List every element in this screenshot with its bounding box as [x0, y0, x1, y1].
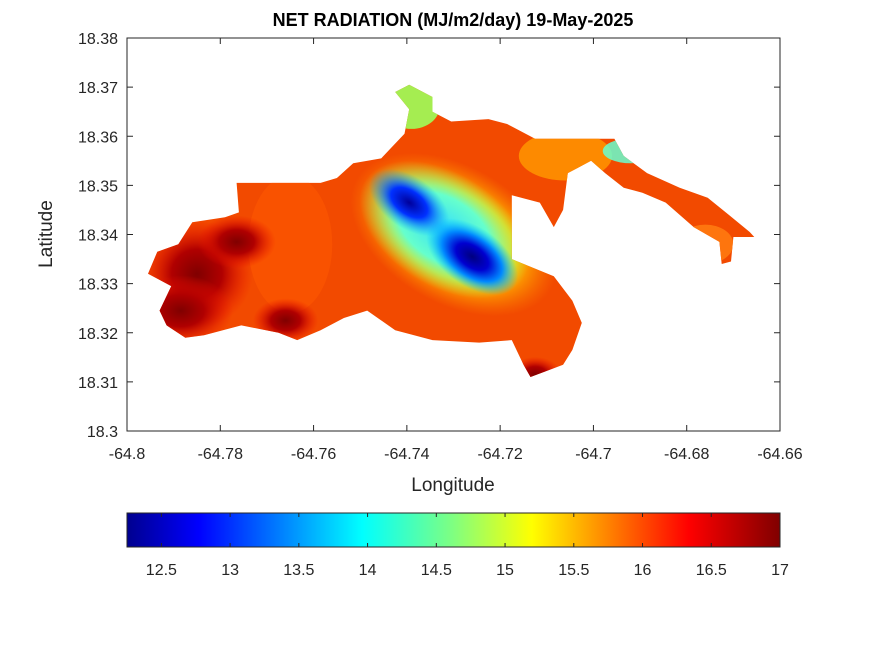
y-axis: 18.3 18.31 18.32 18.33 18.34 18.35 18.36 18.37 1…: [78, 31, 780, 441]
colorbar-ticks: 12.5 13 13.5 14 14.5 15 15.5 16 16.5 17: [146, 513, 789, 579]
x-axis-label: Longitude: [411, 475, 494, 496]
y-tick-label: 18.35: [78, 178, 118, 195]
x-tick-label: -64.72: [477, 446, 522, 463]
colorbar-tick-label: 16: [634, 562, 652, 579]
x-tick-label: -64.68: [664, 446, 709, 463]
x-tick-label: -64.74: [384, 446, 429, 463]
field-high-3: [197, 215, 276, 269]
y-tick-label: 18.32: [78, 326, 118, 343]
y-tick-label: 18.3: [87, 424, 118, 441]
y-tick-label: 18.37: [78, 80, 118, 97]
colorbar-tick-label: 15.5: [558, 562, 589, 579]
field-low-1: [368, 168, 450, 237]
colorbar-tick-label: 16.5: [696, 562, 727, 579]
field-orange-west: [248, 175, 333, 314]
y-tick-label: 18.34: [78, 228, 118, 245]
x-tick-label: -64.7: [575, 446, 612, 463]
x-tick-label: -64.66: [757, 446, 802, 463]
y-tick-label: 18.38: [78, 31, 118, 48]
colorbar-tick-label: 13: [221, 562, 239, 579]
x-axis: -64.8 -64.78 -64.76 -64.74 -64.72 -64.7 -64.68…: [109, 38, 803, 463]
colorbar-tick-label: 14: [359, 562, 377, 579]
colorbar-tick-label: 13.5: [283, 562, 314, 579]
chart-title: NET RADIATION (MJ/m2/day) 19-May-2025: [273, 10, 634, 30]
x-tick-label: -64.76: [291, 446, 336, 463]
x-tick-label: -64.78: [198, 446, 243, 463]
colorbar-tick-label: 15: [496, 562, 514, 579]
y-tick-label: 18.33: [78, 277, 118, 294]
field-low-0: [426, 218, 519, 296]
colorbar-tick-label: 12.5: [146, 562, 177, 579]
colorbar-tick-label: 17: [771, 562, 789, 579]
colorbar-tick-label: 14.5: [421, 562, 452, 579]
colorbar: [126, 512, 781, 548]
y-tick-label: 18.31: [78, 375, 118, 392]
y-axis-label: Latitude: [36, 200, 57, 268]
y-tick-label: 18.36: [78, 129, 118, 146]
x-tick-label: -64.8: [109, 446, 146, 463]
